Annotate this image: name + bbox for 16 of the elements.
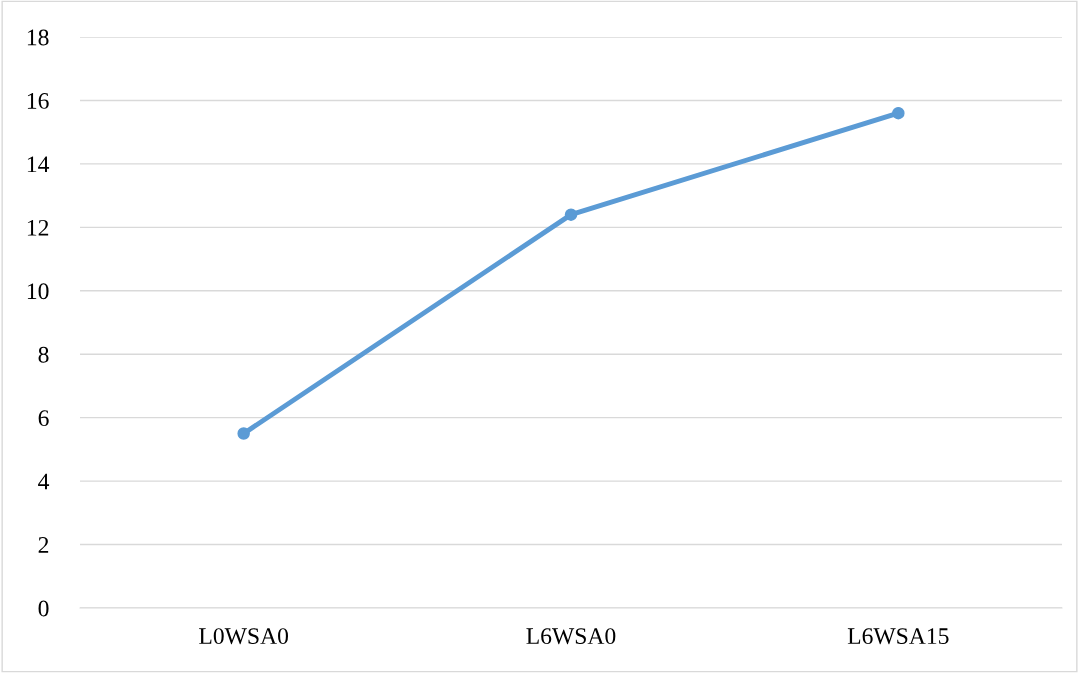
y-tick-label: 10 bbox=[27, 283, 49, 300]
y-tick-label: 14 bbox=[27, 156, 50, 173]
x-tick-label: L6WSA15 bbox=[847, 628, 949, 645]
y-tick-label: 12 bbox=[27, 219, 49, 236]
point bbox=[564, 208, 578, 221]
point bbox=[237, 427, 250, 440]
y-tick-label: 8 bbox=[38, 346, 49, 363]
y-tick-label: 16 bbox=[27, 93, 49, 109]
y-tick-label: 6 bbox=[38, 410, 49, 427]
y-tick-label: 0 bbox=[38, 600, 49, 617]
y-tick-label: 2 bbox=[38, 537, 49, 553]
y-tick-label: 18 bbox=[27, 29, 49, 46]
y-tick-label: 4 bbox=[38, 473, 50, 490]
x-tick-label: L0WSA0 bbox=[199, 628, 289, 645]
point bbox=[892, 106, 905, 120]
x-tick-label: L6WSA0 bbox=[526, 628, 616, 645]
